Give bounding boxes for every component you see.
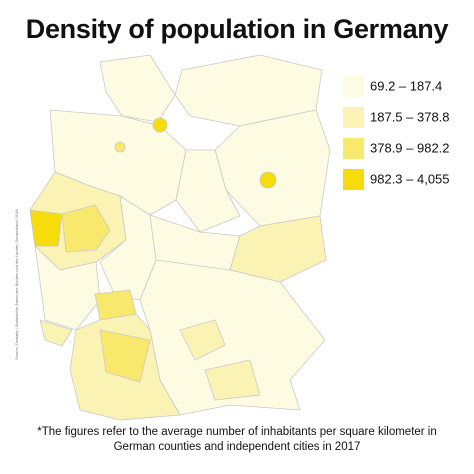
legend-label: 187.5 – 378.8 bbox=[370, 109, 450, 124]
berlin bbox=[259, 171, 277, 189]
mecklenburg bbox=[174, 54, 323, 127]
footnote: *The figures refer to the average number… bbox=[37, 426, 437, 453]
legend-label: 378.9 – 982.2 bbox=[370, 140, 450, 155]
map-title: Density of population in Germany bbox=[25, 14, 449, 44]
stuttgart bbox=[99, 329, 151, 383]
legend-swatch bbox=[343, 138, 364, 159]
legend-label: 69.2 – 187.4 bbox=[370, 78, 442, 93]
legend-swatch bbox=[343, 107, 364, 128]
legend-swatch bbox=[343, 76, 364, 97]
bremen bbox=[114, 141, 126, 153]
saarland bbox=[39, 319, 73, 347]
upper-bavaria bbox=[204, 359, 261, 401]
franconia bbox=[179, 319, 226, 361]
regions bbox=[29, 54, 331, 421]
legend: 69.2 – 187.4 187.5 – 378.8 378.9 – 982.2 98… bbox=[343, 76, 450, 190]
ruhr bbox=[29, 209, 63, 247]
sachsen-anhalt bbox=[175, 149, 241, 233]
sachsen bbox=[229, 215, 327, 283]
hamburg bbox=[152, 117, 168, 133]
source-note: Source: Destatis / Statistische Ämter de… bbox=[14, 208, 19, 360]
legend-swatch bbox=[343, 169, 364, 190]
legend-label: 982.3 – 4,055 bbox=[370, 171, 450, 186]
schleswig-holstein bbox=[99, 54, 176, 123]
rheinland-pfalz bbox=[34, 245, 101, 331]
rhineland bbox=[61, 204, 111, 253]
